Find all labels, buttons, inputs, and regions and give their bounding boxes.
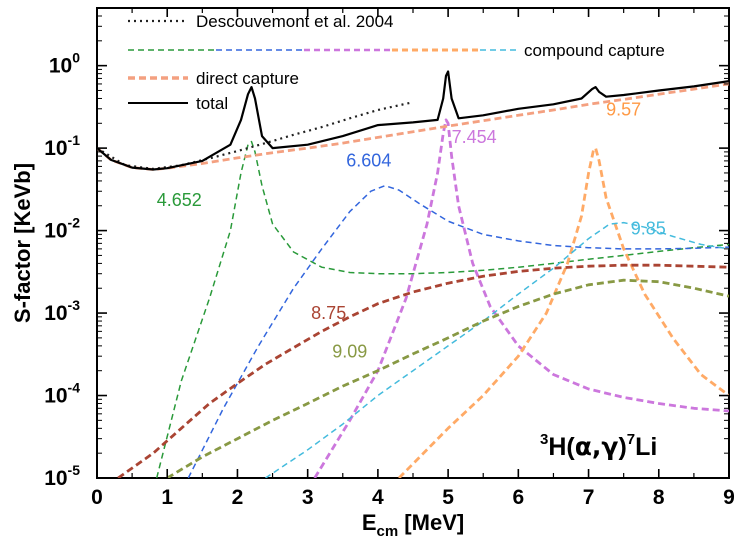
x-axis-title: Ecm [MeV] bbox=[362, 510, 464, 540]
y-tick-label: 10-5 bbox=[44, 462, 80, 490]
legend-total-label: total bbox=[196, 94, 228, 113]
y-axis-title: S-factor [KeVb] bbox=[10, 163, 35, 323]
legend-compound-label: compound capture bbox=[524, 41, 665, 60]
resonance-label: 8.75 bbox=[311, 303, 346, 323]
ticks-group: 0 1 2 3 4 5 6 7 8 9 100 10-1 10-2 10-3 10-4 10-5 bbox=[44, 7, 735, 509]
x-tick-label: 9 bbox=[723, 486, 735, 509]
legend-direct-label: direct capture bbox=[196, 69, 299, 88]
resonance-label: 9.09 bbox=[332, 341, 367, 361]
x-tick-label: 1 bbox=[161, 486, 173, 509]
y-tick-label: 10-3 bbox=[44, 297, 80, 325]
series-line-9-85 bbox=[265, 221, 729, 478]
resonance-label: 9.57 bbox=[606, 99, 641, 119]
x-tick-label: 5 bbox=[442, 486, 454, 509]
x-axis-title-rest: [MeV] bbox=[398, 510, 464, 535]
x-tick-label: 8 bbox=[653, 486, 665, 509]
reaction-c: ) bbox=[618, 433, 626, 461]
x-tick-label: 2 bbox=[232, 486, 244, 509]
series-line-total bbox=[97, 70, 729, 171]
reaction-a: H( bbox=[548, 433, 575, 461]
legend: Descouvemont et al. 2004 compound captur… bbox=[128, 12, 665, 113]
x-tick-label: 3 bbox=[302, 486, 314, 509]
x-tick-label: 4 bbox=[372, 486, 384, 509]
curves-group bbox=[97, 70, 729, 478]
reaction-pre: 3 bbox=[540, 431, 548, 448]
reaction-post: 7 bbox=[627, 431, 635, 448]
x-tick-label: 7 bbox=[583, 486, 595, 509]
series-line-8-75 bbox=[117, 263, 729, 478]
legend-descouvemont-label: Descouvemont et al. 2004 bbox=[196, 12, 394, 31]
reaction-label: 3H(α,γ)7Li bbox=[540, 431, 657, 461]
series-line-9-09 bbox=[166, 278, 729, 478]
x-tick-label: 6 bbox=[512, 486, 524, 509]
series-line-7-454 bbox=[313, 118, 729, 478]
series-line-descouvemont-et-al-2004 bbox=[97, 101, 414, 170]
resonance-label: 7.454 bbox=[452, 127, 497, 147]
plot-frame bbox=[96, 7, 730, 479]
y-tick-label: 100 bbox=[49, 50, 80, 78]
x-axis-title-sub: cm bbox=[377, 523, 399, 540]
resonance-label: 9.85 bbox=[631, 218, 666, 238]
y-tick-label: 10-2 bbox=[44, 215, 80, 243]
reaction-d: Li bbox=[635, 433, 657, 461]
y-tick-label: 10-4 bbox=[44, 380, 80, 408]
y-tick-label: 10-1 bbox=[44, 132, 80, 160]
reaction-b: α,γ bbox=[575, 432, 619, 461]
x-tick-label: 0 bbox=[91, 486, 103, 509]
resonance-label: 6.604 bbox=[346, 150, 391, 170]
x-axis-title-main: E bbox=[362, 510, 377, 535]
resonance-labels: 4.652 6.604 7.454 9.57 9.85 8.75 9.09 bbox=[157, 99, 666, 361]
series-line-9-57 bbox=[398, 146, 729, 478]
resonance-label: 4.652 bbox=[157, 190, 202, 210]
